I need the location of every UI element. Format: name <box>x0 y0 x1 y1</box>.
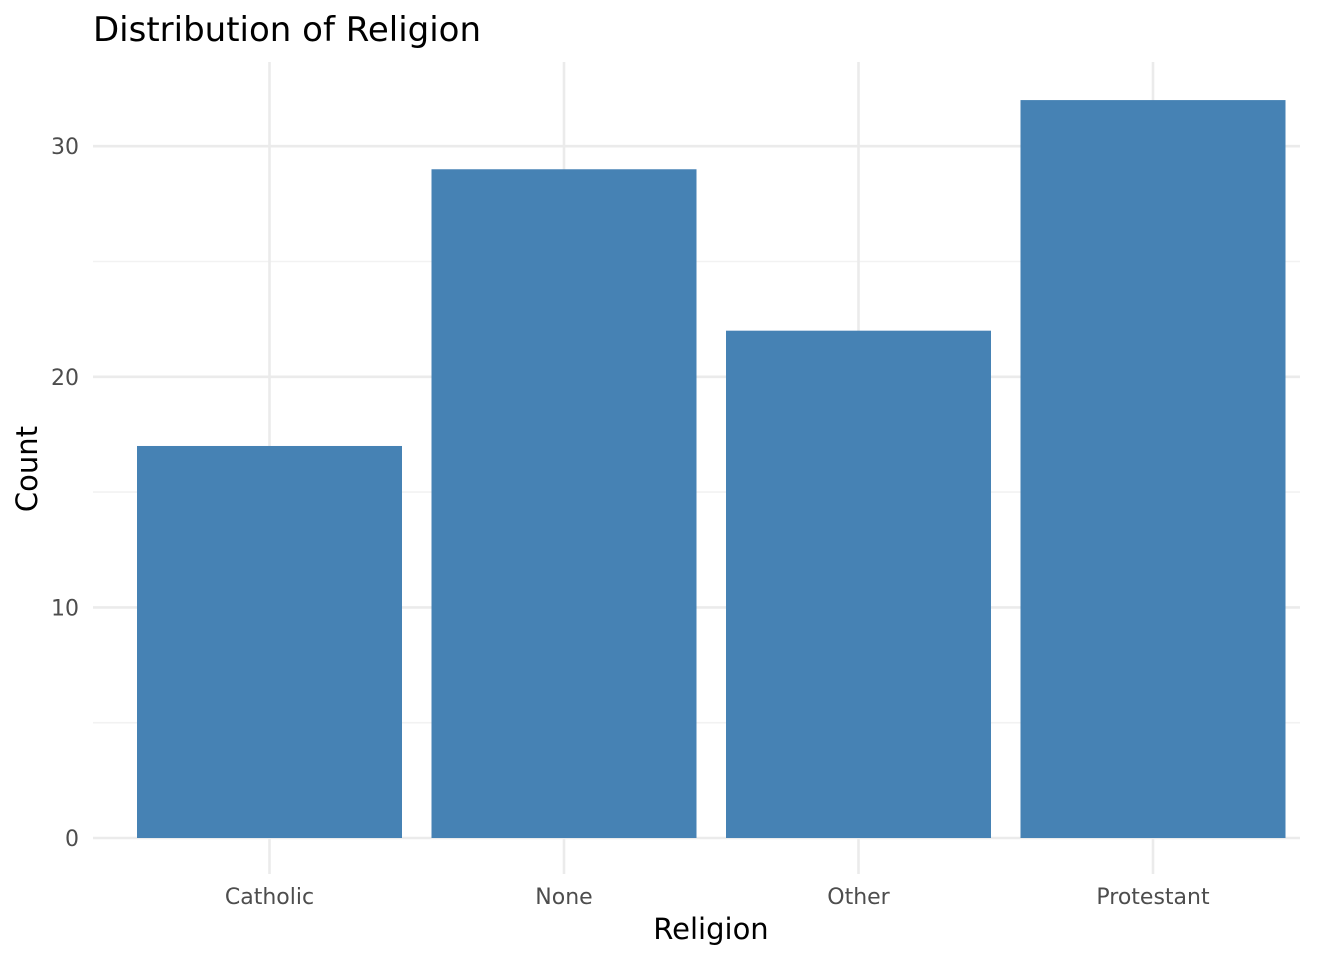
x-axis-ticks: Catholic None Other Protestant <box>225 885 1210 910</box>
y-axis-ticks: 0 10 20 30 <box>51 135 79 852</box>
bar-other <box>726 330 991 838</box>
chart-title: Distribution of Religion <box>93 10 481 50</box>
y-tick-label: 30 <box>51 135 79 160</box>
x-tick-label: Protestant <box>1096 885 1210 910</box>
bar-none <box>431 169 697 838</box>
bar-catholic <box>137 445 402 838</box>
x-axis-title: Religion <box>653 912 768 946</box>
x-tick-label: Other <box>827 885 890 910</box>
x-tick-label: Catholic <box>225 885 314 910</box>
y-tick-label: 20 <box>51 366 79 391</box>
x-tick-label: None <box>535 885 592 910</box>
y-axis-title: Count <box>10 426 44 512</box>
y-tick-label: 0 <box>65 827 79 852</box>
bars <box>137 100 1286 838</box>
bar-protestant <box>1020 100 1286 838</box>
y-tick-label: 10 <box>51 596 79 621</box>
